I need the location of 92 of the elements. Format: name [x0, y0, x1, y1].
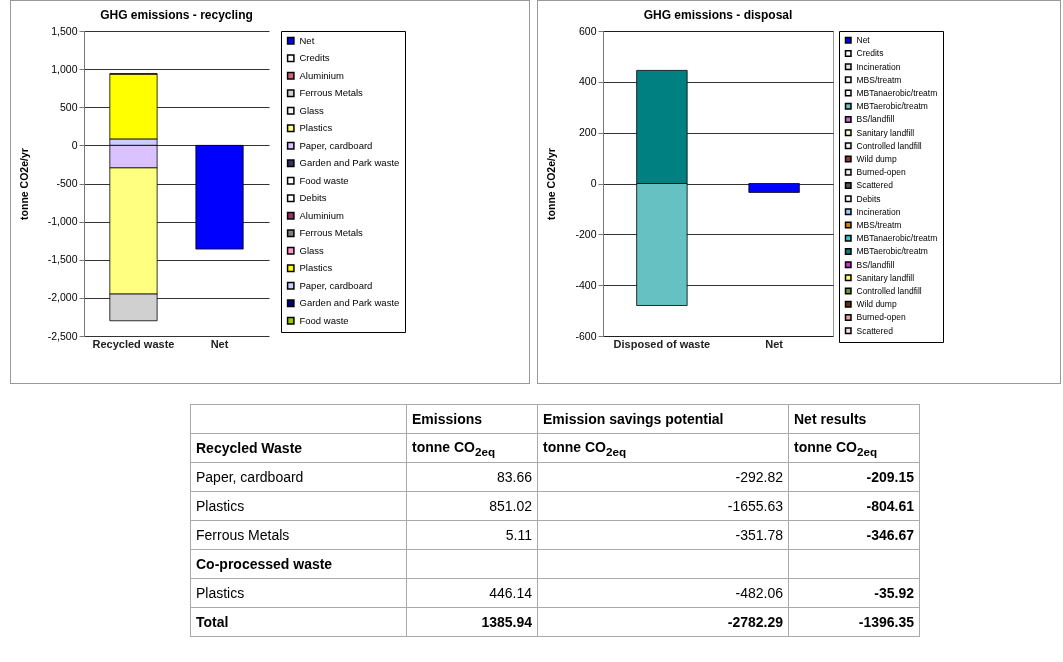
- legend-label: Net: [856, 35, 871, 46]
- text: -35.92: [874, 585, 914, 601]
- text: Credits: [856, 48, 884, 59]
- text: Plastics: [196, 498, 245, 514]
- chart-title: GHG emissions - disposal: [643, 8, 793, 22]
- y-tick-label: -1,000: [47, 215, 78, 228]
- legend-label: Controlled landfill: [856, 140, 922, 151]
- text: -209.15: [866, 469, 914, 485]
- legend-label: Ferrous Metals: [299, 87, 364, 99]
- legend-label: Wild dump: [856, 299, 897, 310]
- y-axis-title: tonne CO2e/yr: [17, 148, 30, 220]
- legend-label: MBTanaerobic/treatm: [856, 233, 938, 244]
- legend-label: Incineration: [856, 206, 901, 217]
- y-tick-label: 200: [578, 126, 597, 139]
- text: Emissions: [412, 411, 483, 427]
- chart-title: GHG emissions - recycling: [100, 8, 253, 22]
- legend-label: Paper, cardboard: [299, 139, 373, 151]
- x-tick-label: Recycled waste: [92, 337, 175, 350]
- text: Paper, cardboard: [196, 469, 304, 485]
- legend-label: Controlled landfill: [856, 286, 922, 297]
- legend-label: MBTanaerobic/treatm: [856, 88, 938, 99]
- text: 5.11: [505, 527, 532, 543]
- x-tick-label: Disposed of waste: [613, 337, 711, 350]
- y-axis-title: tonne CO2e/yr: [545, 148, 558, 220]
- legend-label: Aluminium: [299, 209, 344, 221]
- text: tonne CO$_{2eq}$: [794, 438, 878, 458]
- y-tick-label: -2,500: [47, 329, 78, 342]
- legend-label: Glass: [299, 104, 325, 116]
- legend-label: Glass: [299, 244, 325, 256]
- y-tick-label: 1,000: [51, 62, 78, 75]
- text: Ferrous Metals: [196, 527, 290, 543]
- legend-label: BS/landfill: [856, 259, 895, 270]
- text: Co-processed waste: [196, 556, 333, 572]
- text: tonne CO$_{2eq}$: [543, 438, 627, 458]
- y-tick-label: -600: [575, 329, 597, 342]
- text: Debits: [856, 193, 881, 204]
- text: Total: [196, 614, 229, 630]
- legend-label: Paper, cardboard: [299, 279, 373, 291]
- y-tick-label: -1,500: [47, 253, 78, 266]
- y-tick-label: 500: [59, 100, 78, 113]
- legend-label: Incineration: [856, 61, 901, 72]
- legend-label: Plastics: [299, 122, 333, 134]
- text: Plastics: [196, 585, 245, 601]
- text: -292.82: [735, 469, 783, 485]
- text: Emission savings potential: [543, 411, 724, 427]
- legend-label: Scattered: [856, 180, 894, 191]
- text: -1396.35: [858, 614, 914, 630]
- legend-label: Burned-open: [856, 312, 906, 323]
- text: Net results: [794, 411, 867, 427]
- y-tick-label: 0: [590, 177, 597, 189]
- text: 851.02: [489, 498, 532, 514]
- y-tick-label: -2,000: [47, 291, 78, 304]
- legend-label: Sanitary landfill: [856, 272, 915, 283]
- legend-label: Food waste: [299, 174, 349, 186]
- legend-label: Aluminium: [299, 69, 344, 81]
- x-tick-label: Net: [765, 337, 784, 350]
- text: tonne CO$_{2eq}$: [412, 438, 496, 458]
- text: 446.14: [489, 585, 532, 601]
- legend-label: Food waste: [299, 314, 349, 326]
- y-tick-label: -500: [56, 177, 78, 189]
- legend-label: Scattered: [856, 325, 894, 336]
- text: -804.61: [866, 498, 914, 514]
- legend-label: Ferrous Metals: [299, 227, 364, 239]
- legend-label: MBS/treatm: [856, 220, 902, 231]
- text: Recycled Waste: [196, 440, 303, 456]
- y-tick-label: 1,500: [51, 24, 78, 37]
- x-tick-label: Net: [210, 337, 229, 350]
- text: 1385.94: [481, 614, 532, 630]
- legend-label: Wild dump: [856, 154, 897, 165]
- legend-label: BS/landfill: [856, 114, 895, 125]
- legend-label: Burned-open: [856, 167, 906, 178]
- legend-label: MBS/treatm: [856, 74, 902, 85]
- text: -1655.63: [727, 498, 783, 514]
- legend-label: Garden and Park waste: [299, 157, 400, 169]
- text: -351.78: [735, 527, 783, 543]
- y-tick-label: 0: [71, 138, 78, 151]
- legend-label: MBTaerobic/treatm: [856, 246, 928, 257]
- y-tick-label: -200: [575, 227, 597, 240]
- text: Credits: [299, 52, 330, 64]
- legend-label: Plastics: [299, 262, 333, 274]
- text: Debits: [299, 192, 327, 204]
- legend-label: Sanitary landfill: [856, 127, 915, 138]
- text: -482.06: [735, 585, 783, 601]
- text: -2782.29: [727, 614, 783, 630]
- text: 83.66: [496, 469, 532, 485]
- legend-label: Garden and Park waste: [299, 297, 400, 309]
- y-tick-label: 600: [578, 24, 597, 37]
- legend-label: Net: [299, 34, 315, 46]
- y-tick-label: -400: [575, 278, 597, 291]
- text: -346.67: [866, 527, 914, 543]
- y-tick-label: 400: [578, 75, 597, 88]
- legend-label: MBTaerobic/treatm: [856, 101, 928, 112]
